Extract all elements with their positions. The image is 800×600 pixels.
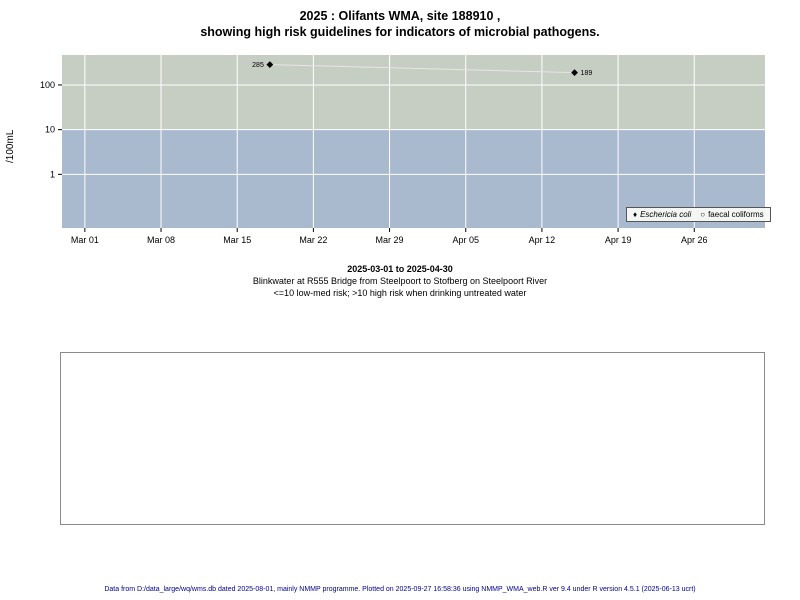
microbial-risk-chart: Mar 01 Mar 08 Mar 15 Mar 22 Mar 29 Apr 05 Apr … xyxy=(0,0,800,250)
legend-label-ecoli: Eschericia coli xyxy=(640,210,692,219)
legend-item-ecoli: ♦ Eschericia coli xyxy=(633,210,691,219)
legend-label-faecal: faecal coliforms xyxy=(708,210,764,219)
caption-site-description: Blinkwater at R555 Bridge from Steelpoor… xyxy=(252,276,548,286)
chart-title-line1: 2025 : Olifants WMA, site 188910 , xyxy=(299,9,501,23)
footer-note: Data from D:/data_large/wq/wms.db dated … xyxy=(104,586,696,593)
y-tick-label: 100 xyxy=(40,80,55,90)
circle-marker-icon: ○ xyxy=(700,210,706,219)
chart-title: 2025 : Olifants WMA, site 188910 , showi… xyxy=(0,8,800,40)
x-tick-label: Apr 12 xyxy=(529,235,556,245)
point-value-label: 285 xyxy=(252,62,264,69)
x-tick-label: Mar 29 xyxy=(376,235,404,245)
y-tick-label: 1 xyxy=(50,169,55,179)
chart-title-line2: showing high risk guidelines for indicat… xyxy=(200,25,600,39)
empty-panel xyxy=(60,352,765,525)
chart-caption: 2025-03-01 to 2025-04-30 Blinkwater at R… xyxy=(0,263,800,299)
y-tick-label: 10 xyxy=(45,125,55,135)
point-value-label: 189 xyxy=(581,70,593,77)
chart-plot-area: Mar 01 Mar 08 Mar 15 Mar 22 Mar 29 Apr 05 Apr … xyxy=(40,55,765,245)
x-tick-label: Mar 08 xyxy=(147,235,175,245)
data-point-diamond xyxy=(571,69,578,76)
caption-date-range: 2025-03-01 to 2025-04-30 xyxy=(347,264,453,274)
x-tick-label: Mar 15 xyxy=(223,235,251,245)
data-point-diamond xyxy=(266,61,274,69)
x-tick-label: Apr 05 xyxy=(452,235,479,245)
data-line xyxy=(269,64,575,74)
diamond-marker-icon: ♦ xyxy=(633,210,638,219)
x-tick-label: Apr 19 xyxy=(605,235,632,245)
x-tick-label: Mar 01 xyxy=(71,235,99,245)
legend-item-faecal: ○ faecal coliforms xyxy=(700,210,763,219)
caption-risk-note: <=10 low-med risk; >10 high risk when dr… xyxy=(273,288,527,298)
chart-legend: ♦ Eschericia coli ○ faecal coliforms xyxy=(626,207,771,222)
high-risk-band xyxy=(62,55,765,130)
x-tick-label: Apr 26 xyxy=(681,235,708,245)
x-tick-label: Mar 22 xyxy=(299,235,327,245)
